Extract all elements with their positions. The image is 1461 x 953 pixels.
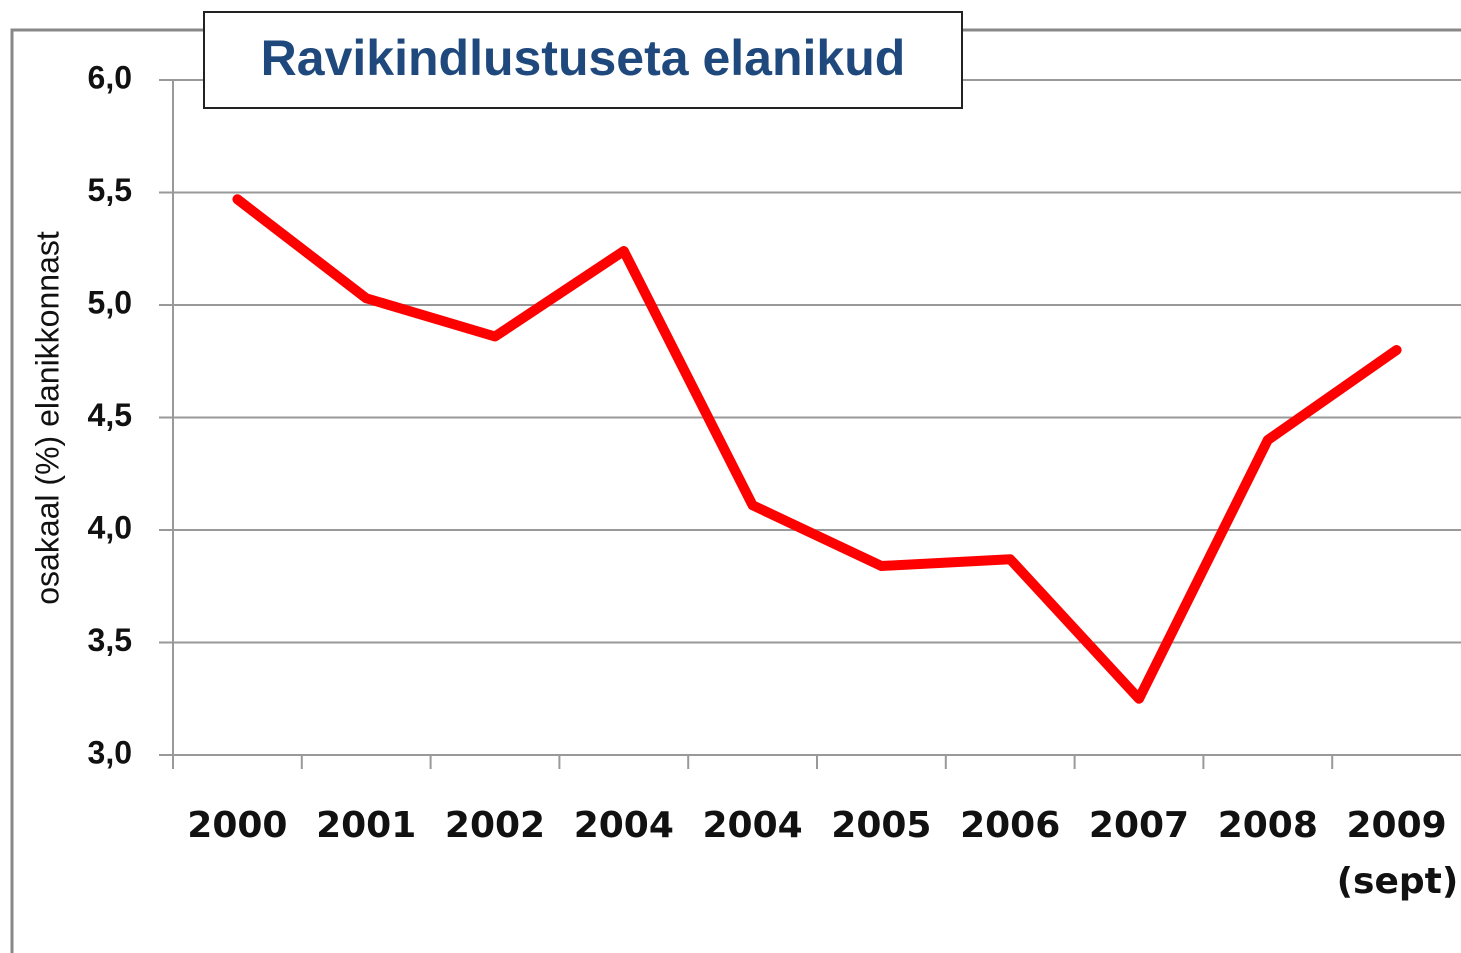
- x-tick-label: 2006: [960, 805, 1061, 846]
- x-tick-label: 2004: [702, 805, 803, 846]
- frame: [10, 28, 1461, 953]
- y-axis-label: osakaal (%) elanikkonnast: [29, 231, 65, 605]
- x-tick-label: 2000: [187, 805, 288, 846]
- y-tick-label: 4,0: [88, 509, 132, 545]
- y-tick-label: 3,0: [88, 734, 132, 770]
- x-tick-label: 2004: [573, 805, 674, 846]
- x-tick-label: 2001: [316, 805, 417, 846]
- y-tick-label: 3,5: [88, 622, 132, 658]
- x-tick-label: 2007: [1088, 805, 1190, 846]
- y-tick-label: 5,5: [88, 172, 132, 208]
- y-tick-label: 5,0: [88, 284, 132, 320]
- y-tick-label: 4,5: [88, 397, 132, 433]
- line: [232, 194, 1402, 704]
- x-tick-label: 2009 (sept): [1336, 805, 1459, 902]
- y-tick-label: 6,0: [88, 59, 132, 95]
- x-tick-label: 2005: [831, 805, 932, 846]
- x-tick-label: 2002: [444, 805, 546, 846]
- title-box: [203, 11, 963, 109]
- chart-title: Ravikindlustuseta elanikud: [261, 30, 906, 86]
- x-tick-label: 2008: [1217, 805, 1318, 846]
